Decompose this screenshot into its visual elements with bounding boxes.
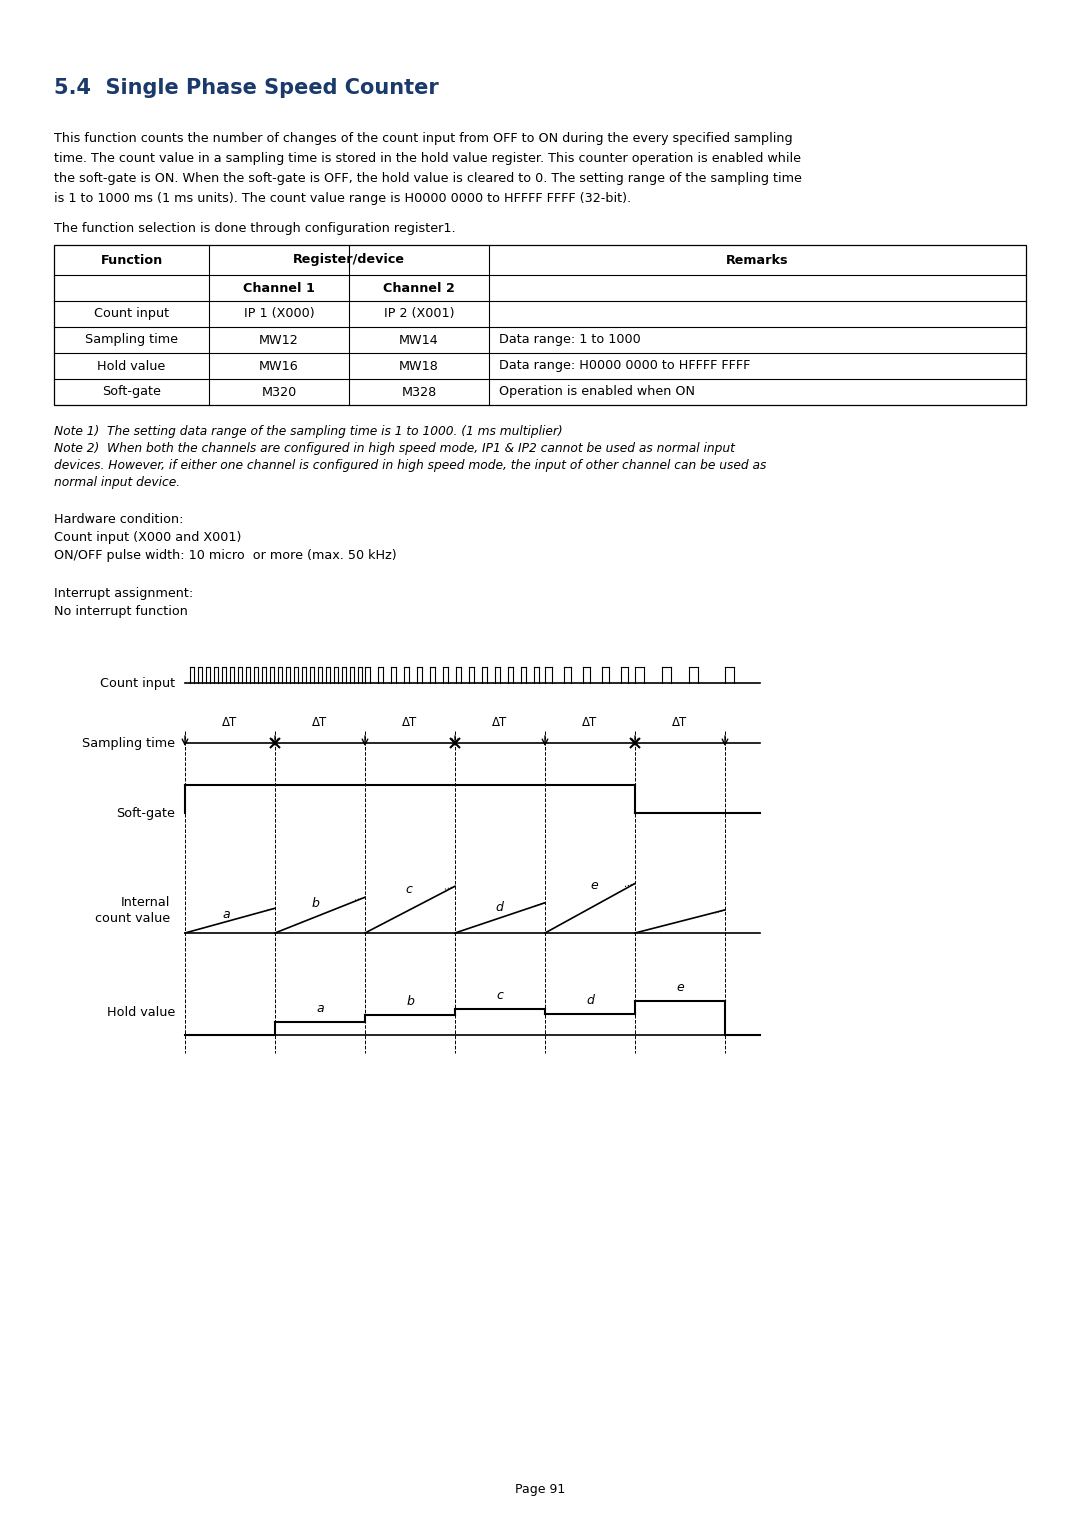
Text: d: d bbox=[586, 994, 594, 1007]
Text: Sampling time: Sampling time bbox=[82, 737, 175, 749]
Text: Operation is enabled when ON: Operation is enabled when ON bbox=[499, 386, 696, 398]
Text: time. The count value in a sampling time is stored in the hold value register. T: time. The count value in a sampling time… bbox=[54, 152, 801, 165]
Text: a: a bbox=[316, 1002, 324, 1016]
Text: Count input: Count input bbox=[94, 308, 170, 320]
Text: c: c bbox=[497, 988, 503, 1002]
Text: b: b bbox=[312, 897, 320, 910]
Text: devices. However, if either one channel is configured in high speed mode, the in: devices. However, if either one channel … bbox=[54, 459, 767, 473]
Text: M328: M328 bbox=[402, 386, 436, 398]
Text: Data range: H0000 0000 to HFFFF FFFF: Data range: H0000 0000 to HFFFF FFFF bbox=[499, 360, 751, 372]
Text: Soft-gate: Soft-gate bbox=[117, 807, 175, 819]
Text: ΔT: ΔT bbox=[582, 717, 597, 729]
Text: Sampling time: Sampling time bbox=[85, 334, 178, 346]
Text: Interrupt assignment:: Interrupt assignment: bbox=[54, 587, 193, 599]
Text: the soft-gate is ON. When the soft-gate is OFF, the hold value is cleared to 0. : the soft-gate is ON. When the soft-gate … bbox=[54, 172, 801, 185]
Text: ΔT: ΔT bbox=[403, 717, 418, 729]
Text: ΔT: ΔT bbox=[312, 717, 327, 729]
Text: Page 91: Page 91 bbox=[515, 1484, 565, 1496]
Text: d: d bbox=[495, 901, 503, 913]
Text: MW14: MW14 bbox=[400, 334, 438, 346]
Text: Register/device: Register/device bbox=[293, 253, 405, 267]
Text: Remarks: Remarks bbox=[726, 253, 788, 267]
Text: e: e bbox=[590, 878, 597, 892]
Text: is 1 to 1000 ms (1 ms units). The count value range is H0000 0000 to HFFFF FFFF : is 1 to 1000 ms (1 ms units). The count … bbox=[54, 192, 631, 204]
Text: Soft-gate: Soft-gate bbox=[103, 386, 161, 398]
Bar bbox=[54, 246, 1026, 406]
Text: a: a bbox=[222, 907, 230, 921]
Text: Hardware condition:: Hardware condition: bbox=[54, 512, 184, 526]
Text: Channel 2: Channel 2 bbox=[383, 282, 455, 294]
Text: IP 1 (X000): IP 1 (X000) bbox=[244, 308, 314, 320]
Text: Count input (X000 and X001): Count input (X000 and X001) bbox=[54, 531, 241, 544]
Text: MW12: MW12 bbox=[259, 334, 299, 346]
Text: Channel 1: Channel 1 bbox=[243, 282, 315, 294]
Text: e: e bbox=[676, 982, 684, 994]
Text: IP 2 (X001): IP 2 (X001) bbox=[383, 308, 455, 320]
Text: Function: Function bbox=[100, 253, 163, 267]
Text: Internal: Internal bbox=[121, 897, 170, 909]
Text: b: b bbox=[406, 994, 414, 1008]
Text: ON/OFF pulse width: 10 micro  or more (max. 50 kHz): ON/OFF pulse width: 10 micro or more (ma… bbox=[54, 549, 396, 563]
Text: ΔT: ΔT bbox=[673, 717, 688, 729]
Text: Note 2)  When both the channels are configured in high speed mode, IP1 & IP2 can: Note 2) When both the channels are confi… bbox=[54, 442, 734, 454]
Text: This function counts the number of changes of the count input from OFF to ON dur: This function counts the number of chang… bbox=[54, 133, 793, 145]
Text: Hold value: Hold value bbox=[107, 1006, 175, 1020]
Text: c: c bbox=[405, 883, 411, 897]
Text: MW18: MW18 bbox=[400, 360, 438, 372]
Text: normal input device.: normal input device. bbox=[54, 476, 180, 490]
Text: MW16: MW16 bbox=[259, 360, 299, 372]
Text: Count input: Count input bbox=[99, 677, 175, 689]
Text: 5.4  Single Phase Speed Counter: 5.4 Single Phase Speed Counter bbox=[54, 78, 438, 98]
Text: The function selection is done through configuration register1.: The function selection is done through c… bbox=[54, 223, 456, 235]
Text: No interrupt function: No interrupt function bbox=[54, 605, 188, 618]
Text: ΔT: ΔT bbox=[222, 717, 238, 729]
Text: count value: count value bbox=[95, 912, 170, 926]
Text: Note 1)  The setting data range of the sampling time is 1 to 1000. (1 ms multipl: Note 1) The setting data range of the sa… bbox=[54, 425, 563, 438]
Text: Hold value: Hold value bbox=[97, 360, 165, 372]
Text: M320: M320 bbox=[261, 386, 297, 398]
Text: ΔT: ΔT bbox=[492, 717, 508, 729]
Text: Data range: 1 to 1000: Data range: 1 to 1000 bbox=[499, 334, 640, 346]
